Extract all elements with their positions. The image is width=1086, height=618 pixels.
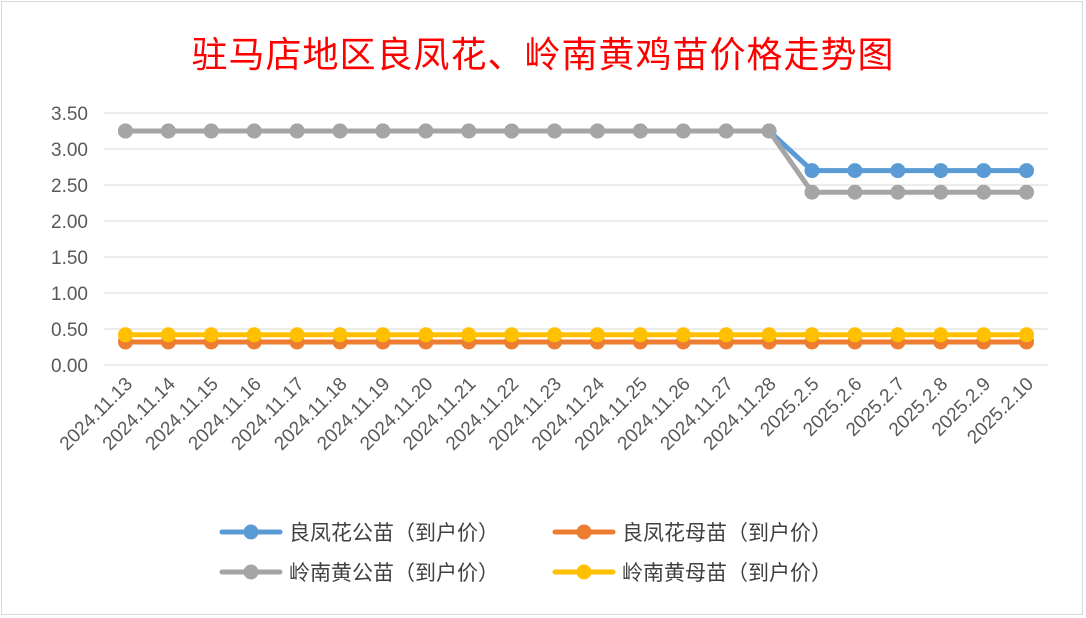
y-tick-label: 2.50 bbox=[51, 176, 88, 197]
legend-label: 岭南黄母苗（到户价） bbox=[622, 561, 832, 585]
legend-label: 良凤花母苗（到户价） bbox=[622, 521, 832, 545]
data-point bbox=[632, 327, 648, 343]
y-tick-label: 2.00 bbox=[51, 212, 88, 233]
data-point bbox=[203, 327, 219, 343]
data-point bbox=[246, 123, 262, 139]
data-point bbox=[203, 123, 219, 139]
data-point bbox=[847, 163, 863, 179]
data-point bbox=[890, 327, 906, 343]
data-point bbox=[589, 327, 605, 343]
y-tick-label: 1.50 bbox=[51, 248, 88, 269]
x-axis-ticks: 2024.11.132024.11.142024.11.152024.11.16… bbox=[56, 373, 1038, 454]
data-point bbox=[1019, 163, 1035, 179]
data-point bbox=[289, 123, 305, 139]
data-point bbox=[332, 327, 348, 343]
data-point bbox=[976, 163, 992, 179]
data-point bbox=[375, 327, 391, 343]
data-point bbox=[246, 327, 262, 343]
data-point bbox=[332, 123, 348, 139]
legend-item: 良凤花母苗（到户价） bbox=[552, 521, 832, 545]
data-point bbox=[804, 327, 820, 343]
legend-label: 良凤花公苗（到户价） bbox=[289, 521, 499, 545]
data-point bbox=[933, 184, 949, 200]
data-point bbox=[547, 327, 563, 343]
data-point bbox=[761, 123, 777, 139]
data-point bbox=[675, 123, 691, 139]
data-point bbox=[1019, 327, 1035, 343]
data-point bbox=[804, 163, 820, 179]
data-point bbox=[547, 123, 563, 139]
legend: 良凤花公苗（到户价） 良凤花母苗（到户价） 岭南黄公苗（到户价） 岭南黄母苗（到户价） bbox=[219, 521, 832, 585]
data-point bbox=[418, 123, 434, 139]
legend-swatch-marker bbox=[576, 564, 592, 580]
data-point bbox=[804, 184, 820, 200]
data-point bbox=[160, 327, 176, 343]
data-point bbox=[461, 327, 477, 343]
data-point bbox=[117, 123, 133, 139]
data-point bbox=[933, 163, 949, 179]
legend-item: 良凤花公苗（到户价） bbox=[219, 521, 499, 545]
series-3 bbox=[117, 123, 1035, 200]
data-point bbox=[375, 123, 391, 139]
y-axis-ticks: 0.00 0.50 1.00 1.50 2.00 2.50 3.00 3.50 bbox=[51, 104, 88, 377]
data-point bbox=[1019, 184, 1035, 200]
data-point bbox=[160, 123, 176, 139]
gridlines bbox=[104, 112, 1048, 366]
data-point bbox=[461, 123, 477, 139]
data-point bbox=[761, 327, 777, 343]
data-point bbox=[847, 327, 863, 343]
data-point bbox=[117, 327, 133, 343]
data-point bbox=[675, 327, 691, 343]
legend-swatch-marker bbox=[243, 524, 259, 540]
data-point bbox=[418, 327, 434, 343]
data-point bbox=[976, 184, 992, 200]
series-lines bbox=[117, 123, 1035, 350]
series-4 bbox=[117, 327, 1035, 343]
y-tick-label: 1.00 bbox=[51, 284, 88, 305]
data-point bbox=[289, 327, 305, 343]
data-point bbox=[890, 163, 906, 179]
legend-swatch-marker bbox=[576, 524, 592, 540]
legend-swatch-marker bbox=[243, 564, 259, 580]
legend-item: 岭南黄公苗（到户价） bbox=[219, 561, 499, 585]
y-tick-label: 0.50 bbox=[51, 320, 88, 341]
data-point bbox=[504, 123, 520, 139]
chart-title: 驻马店地区良凤花、岭南黄鸡苗价格走势图 bbox=[191, 35, 895, 76]
y-tick-label: 0.00 bbox=[51, 356, 88, 377]
data-point bbox=[632, 123, 648, 139]
legend-label: 岭南黄公苗（到户价） bbox=[289, 561, 499, 585]
data-point bbox=[976, 327, 992, 343]
legend-item: 岭南黄母苗（到户价） bbox=[552, 561, 832, 585]
y-tick-label: 3.00 bbox=[51, 140, 88, 161]
data-point bbox=[933, 327, 949, 343]
data-point bbox=[718, 327, 734, 343]
series-line bbox=[122, 128, 1030, 195]
data-point bbox=[847, 184, 863, 200]
series-line bbox=[122, 128, 1030, 174]
data-point bbox=[890, 184, 906, 200]
data-point bbox=[589, 123, 605, 139]
y-tick-label: 3.50 bbox=[51, 104, 88, 125]
data-point bbox=[718, 123, 734, 139]
data-point bbox=[504, 327, 520, 343]
